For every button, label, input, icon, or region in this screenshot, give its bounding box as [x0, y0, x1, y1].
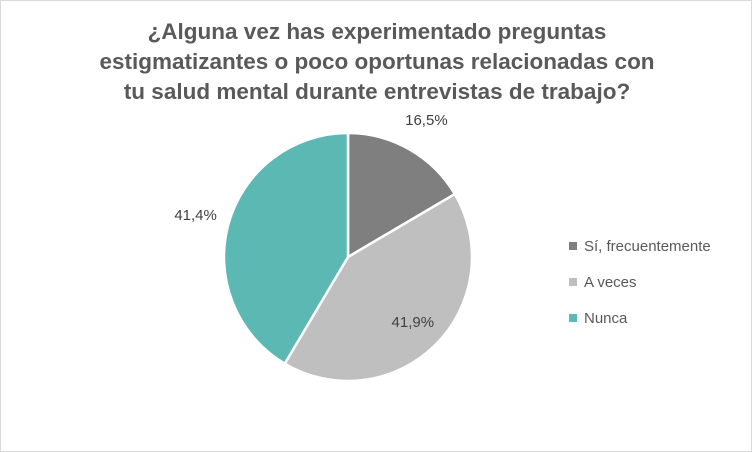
chart-title-line-2: estigmatizantes o poco oportunas relacio…: [99, 49, 655, 74]
legend-item-a-veces: A veces: [569, 273, 711, 291]
data-label: 41,4%: [174, 207, 217, 224]
legend-swatch: [569, 242, 577, 250]
legend-label: A veces: [584, 273, 637, 291]
chart-title-line-3: tu salud mental durante entrevistas de t…: [123, 79, 631, 104]
pie-slice: [346, 131, 457, 259]
data-label: 16,5%: [405, 112, 448, 129]
chart-title: ¿Alguna vez has experimentado preguntas …: [41, 17, 713, 107]
pie-slice: [283, 192, 474, 383]
legend-label: Sí, frecuentemente: [584, 237, 711, 255]
legend-item-nunca: Nunca: [569, 309, 711, 327]
legend-item-si-frecuentemente: Sí, frecuentemente: [569, 237, 711, 255]
data-label: 41,9%: [392, 314, 435, 331]
legend-swatch: [569, 278, 577, 286]
pie-slice: [222, 131, 350, 365]
legend-swatch: [569, 314, 577, 322]
legend-label: Nunca: [584, 309, 628, 327]
legend: Sí, frecuentemente A veces Nunca: [569, 237, 711, 345]
chart-title-line-1: ¿Alguna vez has experimentado preguntas: [147, 19, 607, 44]
